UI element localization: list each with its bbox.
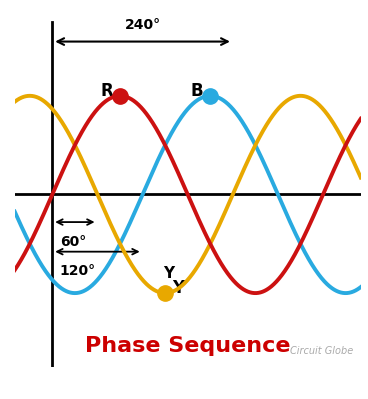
- Text: Phase Sequence: Phase Sequence: [85, 336, 290, 356]
- Text: Y: Y: [163, 267, 174, 281]
- Text: 60°: 60°: [60, 235, 86, 249]
- Text: R: R: [100, 82, 113, 100]
- Text: B: B: [190, 82, 203, 100]
- Text: 240°: 240°: [124, 18, 160, 32]
- Text: Circuit Globe: Circuit Globe: [290, 346, 354, 356]
- Text: 120°: 120°: [60, 265, 96, 279]
- Text: Y: Y: [173, 279, 185, 297]
